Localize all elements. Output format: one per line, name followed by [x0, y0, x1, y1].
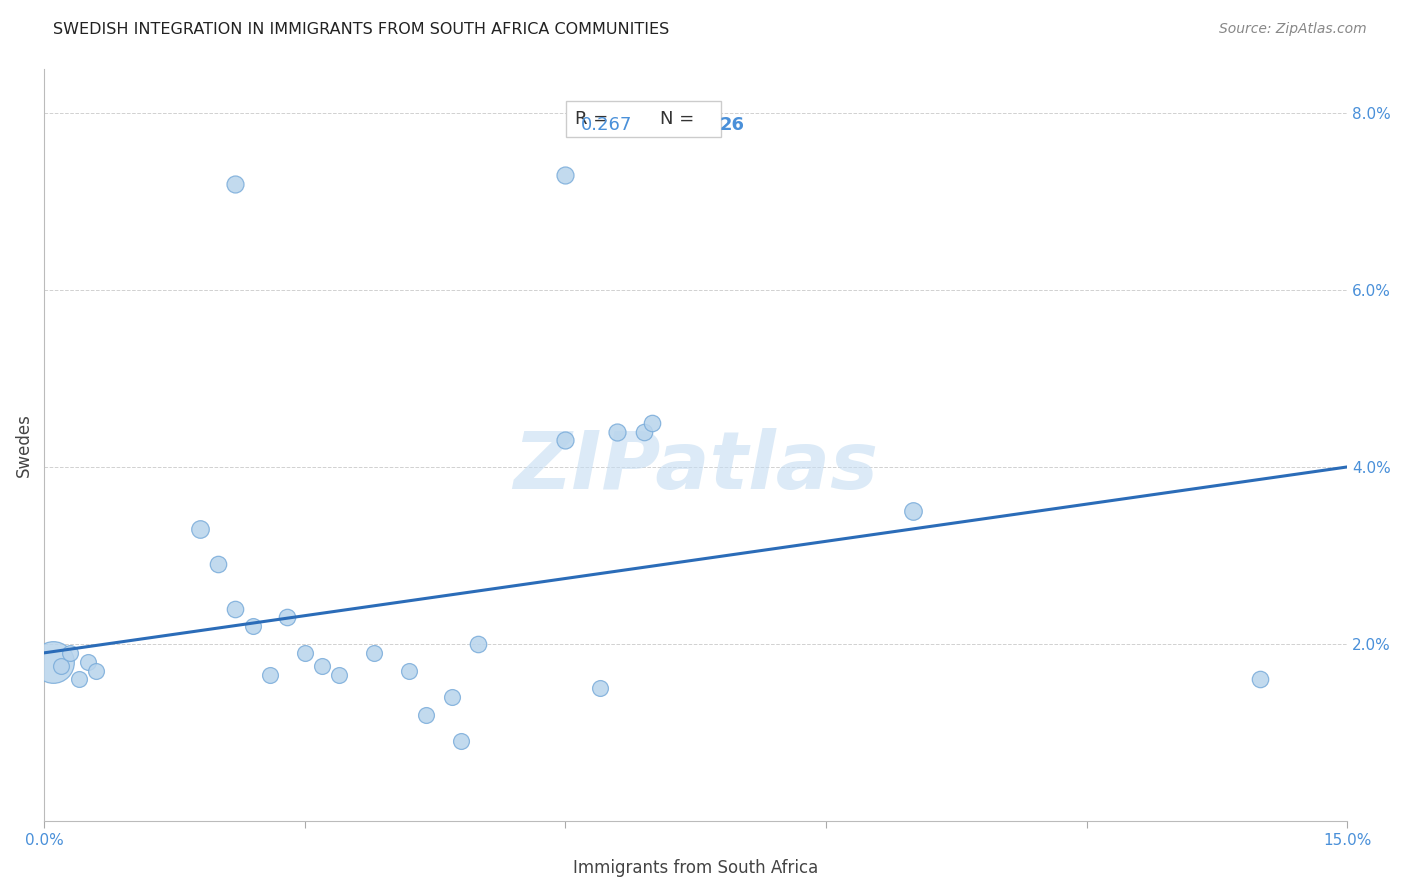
Text: 0.267: 0.267 [581, 116, 633, 134]
Point [467, 637, 489, 651]
Text: R =         N =: R = N = [575, 110, 711, 128]
Point [398, 664, 420, 678]
Point [190, 522, 212, 536]
Point [363, 646, 385, 660]
Point [441, 690, 464, 705]
Point [207, 558, 229, 572]
Point [276, 610, 298, 624]
Point [311, 659, 333, 673]
Point [415, 707, 437, 722]
Point [633, 425, 655, 439]
X-axis label: Immigrants from South Africa: Immigrants from South Africa [574, 859, 818, 877]
Point [224, 177, 246, 191]
Point [242, 619, 264, 633]
Point [76, 655, 98, 669]
Point [224, 601, 246, 615]
Text: ZIPatlas: ZIPatlas [513, 428, 879, 507]
Point [294, 646, 316, 660]
Point [259, 668, 281, 682]
Text: 26: 26 [718, 116, 744, 134]
Point [59, 646, 82, 660]
Point [67, 673, 90, 687]
Point [589, 681, 612, 696]
Point [554, 434, 576, 448]
Point [554, 168, 576, 182]
Point [328, 668, 350, 682]
Text: Source: ZipAtlas.com: Source: ZipAtlas.com [1219, 22, 1367, 37]
Point [641, 416, 664, 430]
Point [606, 425, 628, 439]
Point [42, 655, 65, 669]
Text: SWEDISH INTEGRATION IN IMMIGRANTS FROM SOUTH AFRICA COMMUNITIES: SWEDISH INTEGRATION IN IMMIGRANTS FROM S… [53, 22, 669, 37]
Point [901, 504, 924, 518]
Point [450, 734, 472, 748]
Point [1249, 673, 1271, 687]
Y-axis label: Swedes: Swedes [15, 413, 32, 476]
Point [84, 664, 107, 678]
Point [51, 659, 73, 673]
